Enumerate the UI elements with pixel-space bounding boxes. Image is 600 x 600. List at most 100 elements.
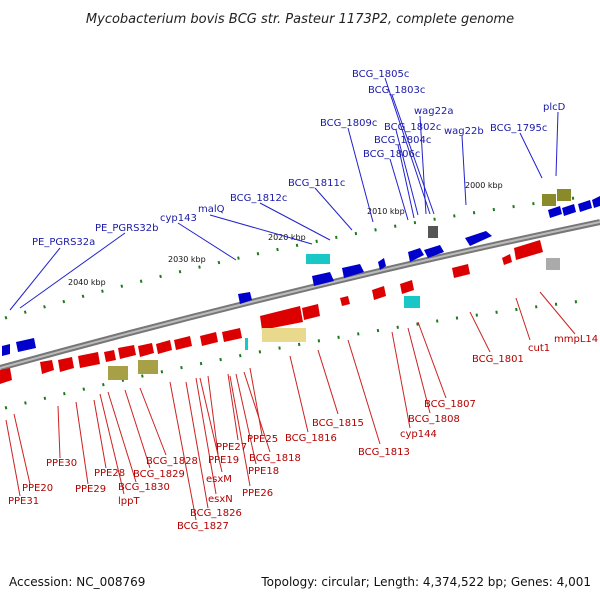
gene-label: BCG_1808 <box>408 414 460 425</box>
gene-label: PPE20 <box>22 483 53 494</box>
reverse-gene <box>104 350 116 362</box>
forward-gene <box>592 196 600 208</box>
reverse-gene <box>138 343 154 357</box>
reverse-gene <box>0 368 12 384</box>
gene-label: BCG_1815 <box>312 418 364 429</box>
reverse-gene <box>78 352 100 368</box>
kbp-label: 2020 kbp <box>268 233 306 242</box>
gene-label: BCG_1811c <box>288 178 345 189</box>
forward-gene <box>578 200 592 212</box>
gene-label: BCG_1827 <box>177 521 229 532</box>
forward-gene <box>2 344 10 356</box>
forward-gene <box>408 248 424 262</box>
gene-label: BCG_1802c <box>384 122 441 133</box>
reverse-gene <box>40 360 54 374</box>
forward-features <box>2 196 600 356</box>
gene-label: BCG_1826 <box>190 508 242 519</box>
gene-label: BCG_1795c <box>490 123 547 134</box>
forward-gene <box>238 292 252 304</box>
gene-label: PPE19 <box>208 455 239 466</box>
gene-label: PPE25 <box>247 434 278 445</box>
olive-feature <box>557 189 571 201</box>
gene-label: BCG_1803c <box>368 85 425 96</box>
reverse-gene <box>58 357 74 372</box>
cyan-feature <box>404 296 420 308</box>
gene-label: plcD <box>543 102 566 113</box>
gene-label: PE_PGRS32b <box>95 223 159 234</box>
gray-feature <box>546 258 560 270</box>
forward-gene <box>342 264 364 278</box>
cyan-feature <box>245 338 248 350</box>
khaki-feature <box>262 328 306 342</box>
reverse-gene <box>302 304 320 320</box>
olive-feature <box>138 360 158 374</box>
accession-text: Accession: NC_008769 <box>9 575 145 589</box>
gene-label: BCG_1806c <box>363 149 420 160</box>
gene-label: PPE18 <box>248 466 279 477</box>
gene-label: BCG_1818 <box>249 453 301 464</box>
reverse-gene <box>174 336 192 350</box>
gene-label: PPE26 <box>242 488 273 499</box>
reverse-gene <box>452 264 470 278</box>
gene-label: BCG_1828 <box>146 456 198 467</box>
gene-label: BCG_1812c <box>230 193 287 204</box>
forward-gene <box>312 272 334 286</box>
gene-label: BCG_1830 <box>118 482 170 493</box>
red-leaders <box>5 291 576 521</box>
reverse-gene <box>400 280 414 294</box>
gene-label: cyp144 <box>400 429 437 440</box>
reverse-gene <box>340 296 350 306</box>
kbp-label: 2010 kbp <box>367 207 405 216</box>
olive-feature <box>542 194 556 206</box>
gene-label: PPE30 <box>46 458 77 469</box>
inner-tick-track <box>4 298 591 410</box>
gene-label: cut1 <box>528 343 550 354</box>
reverse-gene <box>260 306 303 330</box>
kbp-label: 2000 kbp <box>465 181 503 190</box>
reverse-gene <box>502 254 512 265</box>
gene-label: BCG_1804c <box>374 135 431 146</box>
gene-label: BCG_1807 <box>424 399 476 410</box>
outer-tick-track <box>4 194 591 320</box>
gene-label: PPE28 <box>94 468 125 479</box>
reverse-features <box>0 240 543 384</box>
reverse-gene <box>514 240 543 260</box>
forward-gene <box>548 206 562 218</box>
olive-feature <box>108 366 128 380</box>
forward-gene <box>465 231 492 246</box>
forward-gene <box>16 338 36 352</box>
gene-label: BCG_1813 <box>358 447 410 458</box>
gene-label: BCG_1816 <box>285 433 337 444</box>
gene-label: BCG_1809c <box>320 118 377 129</box>
kbp-label: 2030 kbp <box>168 255 206 264</box>
gene-label: wag22b <box>444 126 484 137</box>
genome-backbone-highlight <box>0 221 600 369</box>
reverse-gene <box>118 345 136 359</box>
gene-label: esxN <box>208 494 233 505</box>
map-title: Mycobacterium bovis BCG str. Pasteur 117… <box>86 12 514 27</box>
gene-label: esxM <box>206 474 232 485</box>
gene-label: wag22a <box>414 106 454 117</box>
forward-gene <box>424 245 444 258</box>
topology-text: Topology: circular; Length: 4,374,522 bp… <box>260 575 591 589</box>
gene-label: BCG_1805c <box>352 69 409 80</box>
gene-label: PPE31 <box>8 496 39 507</box>
reverse-gene <box>200 332 218 346</box>
kbp-label: 2040 kbp <box>68 278 106 287</box>
reverse-gene <box>372 286 386 300</box>
gene-label: BCG_1801 <box>472 354 524 365</box>
gene-label: malQ <box>198 204 225 215</box>
gene-label: PPE29 <box>75 484 106 495</box>
gene-label: PE_PGRS32a <box>32 237 95 248</box>
gene-label: lppT <box>118 496 140 507</box>
blue-leaders <box>9 77 559 311</box>
gene-label: mmpL14 <box>554 334 598 345</box>
reverse-gene <box>156 340 172 354</box>
gene-label: cyp143 <box>160 213 197 224</box>
gray-feature <box>428 226 438 238</box>
reverse-gene <box>222 328 242 342</box>
gene-label: PPE27 <box>216 442 247 453</box>
forward-gene <box>562 204 576 216</box>
forward-gene <box>378 258 386 270</box>
